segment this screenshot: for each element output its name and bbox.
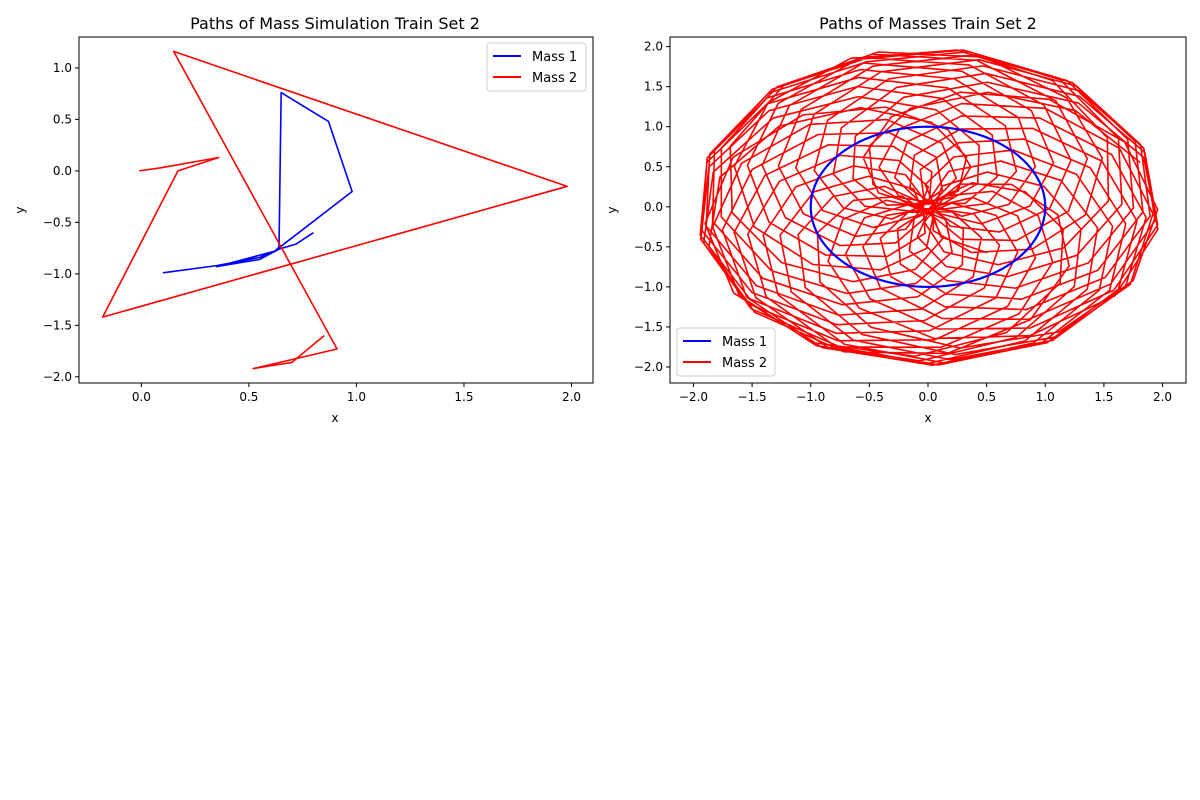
chart-right-y-axis-label: y <box>605 206 619 213</box>
series-line-mass-1 <box>162 91 353 274</box>
y-tick-label: 0.0 <box>53 164 72 178</box>
chart-right-x-axis-label: x <box>924 411 931 425</box>
x-tick-label: 0.5 <box>977 390 996 404</box>
y-tick-label: 2.0 <box>644 40 663 54</box>
chart-left: Paths of Mass Simulation Train Set 2 0.0… <box>13 14 594 425</box>
x-tick-label: 1.0 <box>1036 390 1055 404</box>
series-line-mass-1 <box>809 125 1047 288</box>
x-tick-label: 0.0 <box>132 390 151 404</box>
series-line-mass-2 <box>699 49 1159 367</box>
x-tick-label: 0.5 <box>239 390 258 404</box>
chart-left-x-ticks: 0.0 0.5 1.0 1.5 2.0 <box>132 383 581 404</box>
chart-left-axes-frame <box>78 36 594 384</box>
chart-right-legend-label-mass-1: Mass 1 <box>722 335 767 350</box>
y-tick-label: 0.0 <box>644 200 663 214</box>
y-tick-label: −2.0 <box>634 360 663 374</box>
x-tick-label: 1.0 <box>347 390 366 404</box>
chart-left-legend-label-mass-1: Mass 1 <box>532 50 577 65</box>
x-tick-label: −2.0 <box>679 390 708 404</box>
y-tick-label: 0.5 <box>53 112 72 126</box>
x-tick-label: 1.5 <box>454 390 473 404</box>
x-tick-label: 2.0 <box>562 390 581 404</box>
y-tick-label: 0.5 <box>644 160 663 174</box>
chart-right-title: Paths of Masses Train Set 2 <box>819 14 1037 33</box>
x-tick-label: −1.0 <box>796 390 825 404</box>
chart-right: Paths of Masses Train Set 2 −2.0 −1.5 −1.0… <box>605 14 1187 425</box>
y-tick-label: −1.5 <box>634 320 663 334</box>
y-tick-label: −0.5 <box>43 215 72 229</box>
y-tick-label: −1.0 <box>634 280 663 294</box>
x-tick-label: 0.0 <box>918 390 937 404</box>
chart-right-y-ticks: −2.0 −1.5 −1.0 −0.5 0.0 0.5 1.0 1.5 2.0 <box>634 40 670 374</box>
y-tick-label: 1.0 <box>53 61 72 75</box>
chart-right-legend: Mass 1 Mass 2 <box>676 327 776 377</box>
y-tick-label: −2.0 <box>43 370 72 384</box>
chart-left-legend: Mass 1 Mass 2 <box>486 42 587 92</box>
series-line-mass-2 <box>101 50 568 370</box>
chart-right-x-ticks: −2.0 −1.5 −1.0 −0.5 0.0 0.5 1.0 1.5 2.0 <box>679 383 1172 404</box>
chart-left-plot-area <box>101 50 568 370</box>
x-tick-label: −0.5 <box>855 390 884 404</box>
x-tick-label: 2.0 <box>1153 390 1172 404</box>
y-tick-label: −1.5 <box>43 318 72 332</box>
x-tick-label: 1.5 <box>1094 390 1113 404</box>
chart-right-axes-frame <box>669 36 1187 384</box>
y-tick-label: 1.0 <box>644 120 663 134</box>
y-tick-label: −1.0 <box>43 267 72 281</box>
chart-left-y-axis-label: y <box>13 206 27 213</box>
chart-left-legend-label-mass-2: Mass 2 <box>532 71 577 86</box>
chart-left-y-ticks: −2.0 −1.5 −1.0 −0.5 0.0 0.5 1.0 <box>43 61 79 384</box>
chart-right-plot-area <box>699 49 1159 367</box>
y-tick-label: 1.5 <box>644 80 663 94</box>
chart-right-legend-label-mass-2: Mass 2 <box>722 356 767 371</box>
y-tick-label: −0.5 <box>634 240 663 254</box>
chart-left-title: Paths of Mass Simulation Train Set 2 <box>190 14 480 33</box>
x-tick-label: −1.5 <box>738 390 767 404</box>
chart-left-x-axis-label: x <box>331 411 338 425</box>
